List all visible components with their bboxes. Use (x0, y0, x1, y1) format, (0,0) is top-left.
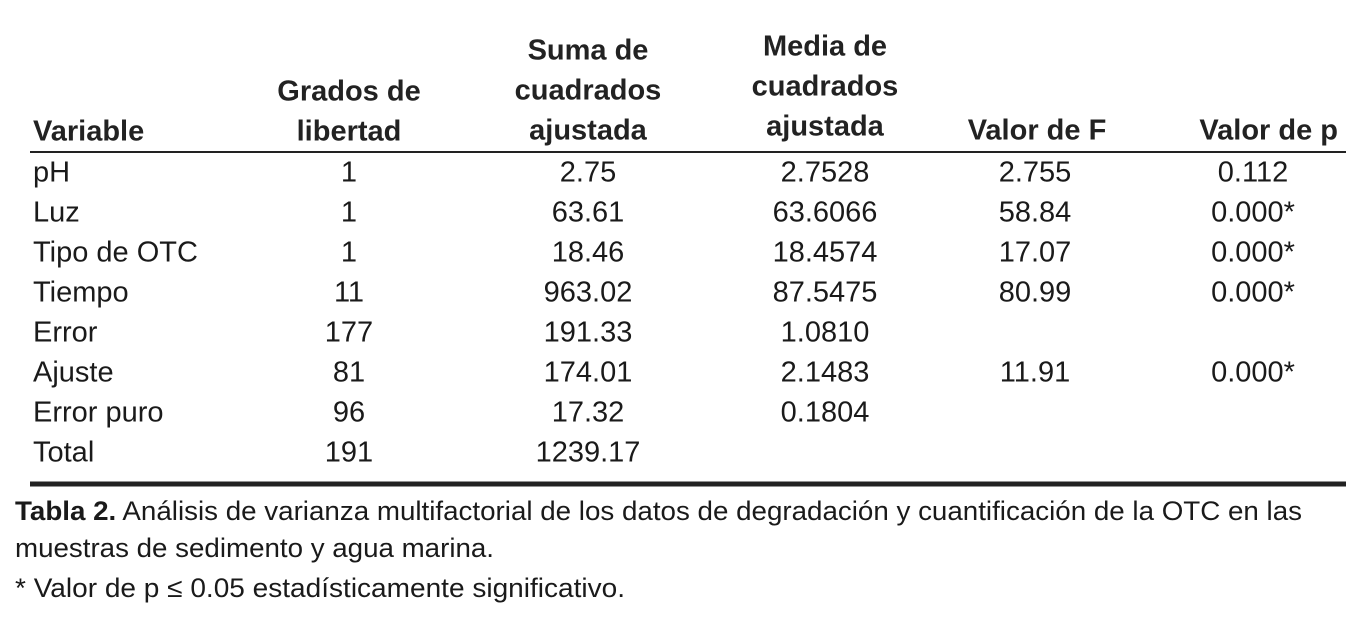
cell: 1 (341, 237, 357, 269)
column-header: libertad (297, 116, 402, 148)
column-header: ajustada (529, 115, 648, 147)
column-header: Variable (33, 116, 144, 148)
row-label: Error puro (33, 397, 164, 429)
footnote: * Valor de p ≤ 0.05 estadísticamente sig… (15, 573, 625, 603)
cell: 0.000* (1211, 277, 1295, 309)
cell: 0.000* (1211, 197, 1295, 229)
row-label: pH (33, 157, 70, 189)
cell: 0.1804 (781, 397, 870, 429)
row-label: Tiempo (33, 277, 129, 309)
cell: 2.1483 (781, 357, 870, 389)
column-header: cuadrados (752, 71, 899, 103)
cell: 1239.17 (536, 437, 641, 469)
row-label: Error (33, 317, 98, 349)
cell: 87.5475 (773, 277, 878, 309)
cell: 17.32 (552, 397, 625, 429)
cell: 2.7528 (781, 157, 870, 189)
cell: 2.75 (560, 157, 616, 189)
cell: 18.4574 (773, 237, 878, 269)
row-label: Total (33, 437, 94, 469)
row-label: Luz (33, 197, 80, 229)
cell: 1 (341, 197, 357, 229)
cell: 63.6066 (773, 197, 878, 229)
column-header: Media de (763, 31, 887, 63)
cell: 2.755 (999, 157, 1072, 189)
cell: 81 (333, 357, 365, 389)
cell: 174.01 (544, 357, 633, 389)
cell: 1 (341, 157, 357, 189)
cell: 58.84 (999, 197, 1072, 229)
caption-text: Análisis de varianza multifactorial de l… (122, 496, 1302, 526)
cell: 96 (333, 397, 365, 429)
cell: 963.02 (544, 277, 633, 309)
cell: 1.0810 (781, 317, 870, 349)
row-label: Ajuste (33, 357, 114, 389)
cell: 0.112 (1218, 157, 1288, 189)
column-header: cuadrados (515, 75, 662, 107)
cell: 191.33 (544, 317, 633, 349)
column-header: Valor de F (968, 115, 1107, 147)
column-header: Grados de (277, 76, 420, 108)
cell: 11.91 (1000, 357, 1070, 389)
row-label: Tipo de OTC (33, 237, 198, 269)
column-header: Valor de p (1199, 115, 1338, 147)
cell: 177 (325, 317, 373, 349)
caption: Tabla 2. Análisis de varianza multifacto… (15, 496, 1302, 526)
cell: 18.46 (552, 237, 625, 269)
cell: 0.000* (1211, 357, 1295, 389)
column-header: ajustada (766, 111, 885, 143)
cell: 80.99 (999, 277, 1072, 309)
cell: 11 (334, 277, 364, 309)
cell: 17.07 (999, 237, 1072, 269)
caption-label: Tabla 2. (15, 496, 116, 526)
cell: 191 (325, 437, 373, 469)
column-header: Suma de (528, 35, 649, 67)
caption-text: muestras de sedimento y agua marina. (15, 533, 494, 563)
cell: 0.000* (1211, 237, 1295, 269)
cell: 63.61 (552, 197, 625, 229)
